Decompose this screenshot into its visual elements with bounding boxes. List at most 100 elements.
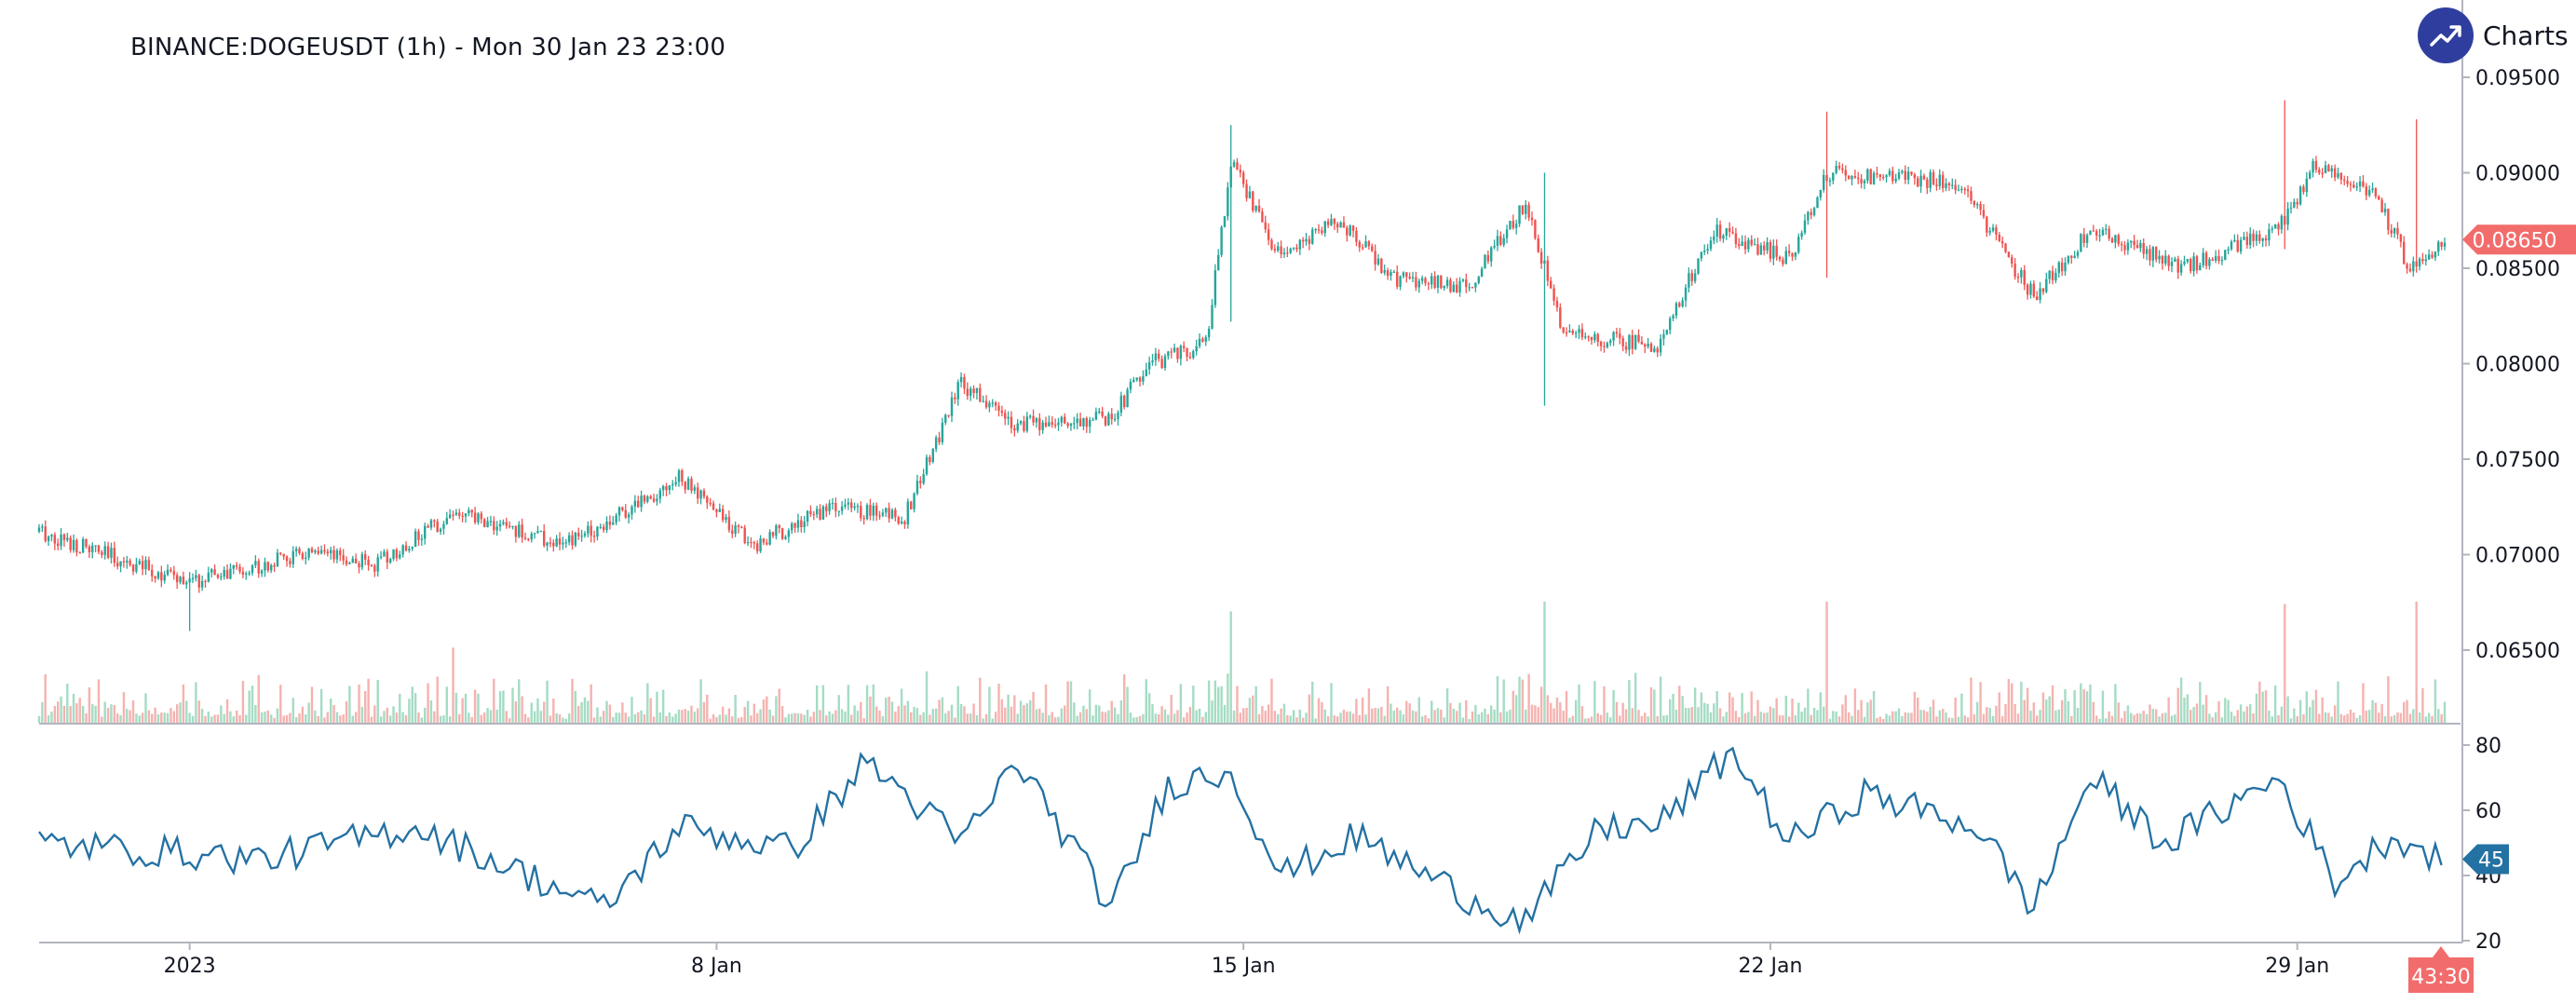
volume-bar [1728,692,1731,723]
candle-body [1477,277,1480,283]
volume-bar [1718,708,1722,723]
volume-bar [725,714,727,723]
volume-bar [1286,714,1289,723]
brand-badge[interactable]: Charts p [2418,6,2576,65]
candle-body [2039,288,2041,300]
candle-body [115,563,119,567]
candle-body [1885,175,1888,178]
candle-body [950,397,954,416]
candle-body [1910,171,1913,175]
candle-body [1273,249,1277,251]
candle-body [2362,181,2365,187]
candle-body [696,487,699,499]
volume-bar [1066,681,1069,723]
candle-body [1634,334,1637,349]
volume-bar [778,688,780,723]
candle-body [941,422,944,442]
volume-bar [1844,695,1847,723]
volume-bar [235,710,238,723]
volume-bar [2380,704,2383,723]
volume-bar [88,687,91,723]
candle-body [725,517,727,521]
candle-body [959,376,963,383]
candle-body [1725,227,1729,236]
candle-body [671,483,674,486]
volume-bar [395,712,399,723]
candle-body [612,522,615,525]
volume-bar [1853,688,1857,723]
candle-body [1715,224,1718,237]
volume-bar [929,714,931,723]
volume-bar [1264,711,1267,723]
volume-bar [2041,692,2045,723]
volume-bar [752,703,756,723]
volume-bar [944,712,947,723]
candle-body [1559,307,1562,328]
volume-bar [448,716,452,723]
volume-bar [1424,714,1427,723]
candle-body [1509,221,1512,230]
candle-body [825,506,828,511]
candle-body [652,498,656,502]
candle-body [1493,245,1496,248]
candle-body [2378,196,2380,200]
candle-body [1154,353,1158,360]
candle-body [1835,166,1837,173]
candle-body [527,538,530,540]
volume-bar [2248,704,2252,723]
volume-bar [1957,716,1960,723]
candle-body [81,538,85,553]
volume-bar [2064,688,2067,723]
candle-body [1113,418,1117,420]
volume-bar [567,713,571,723]
candle-body [1982,210,1986,217]
volume-bar [2437,709,2440,723]
candle-body [1832,172,1835,181]
volume-bar [360,706,364,723]
candle-body [1390,272,1392,277]
candle-body [530,534,533,540]
volume-bar [2378,712,2380,723]
volume-bar [617,712,621,723]
volume-bar [922,712,925,723]
candle-body [1929,171,1932,188]
volume-bar [1653,689,1656,723]
volume-bar [2302,713,2305,723]
candle-body [2230,241,2233,250]
volume-bar [1317,698,1321,723]
volume-bar [2130,712,2133,723]
candle-body [1700,251,1703,259]
candle-body [439,528,442,532]
volume-bar [1129,712,1132,723]
candle-body [291,550,294,564]
candle-body [699,490,702,499]
candle-body [847,502,850,505]
candle-body [2117,235,2120,244]
volume-bar [1408,703,1411,723]
candle-body [2199,265,2202,271]
candle-body [2277,224,2280,230]
candle-body [1082,417,1085,427]
candle-body [2383,209,2387,213]
volume-bar [2346,713,2349,723]
candle-body [2167,255,2170,266]
candle-body [599,526,603,528]
candle-body [1292,247,1295,249]
candle-body [1518,205,1521,224]
candle-body [780,528,784,539]
volume-bar [941,697,944,723]
candle-body [2133,240,2135,246]
candle-body [1282,252,1286,255]
candle-body [436,521,439,532]
volume-bar [1835,711,1837,723]
candle-body [1759,245,1763,255]
volume-bar [1976,701,1979,723]
volume-bar [1486,713,1490,723]
volume-bar [1624,709,1628,723]
volume-bar [800,713,803,723]
candle-body [480,513,483,520]
volume-bar [637,712,640,723]
volume-bar [319,688,323,723]
volume-bar [862,718,865,723]
volume-bar [2110,715,2114,723]
